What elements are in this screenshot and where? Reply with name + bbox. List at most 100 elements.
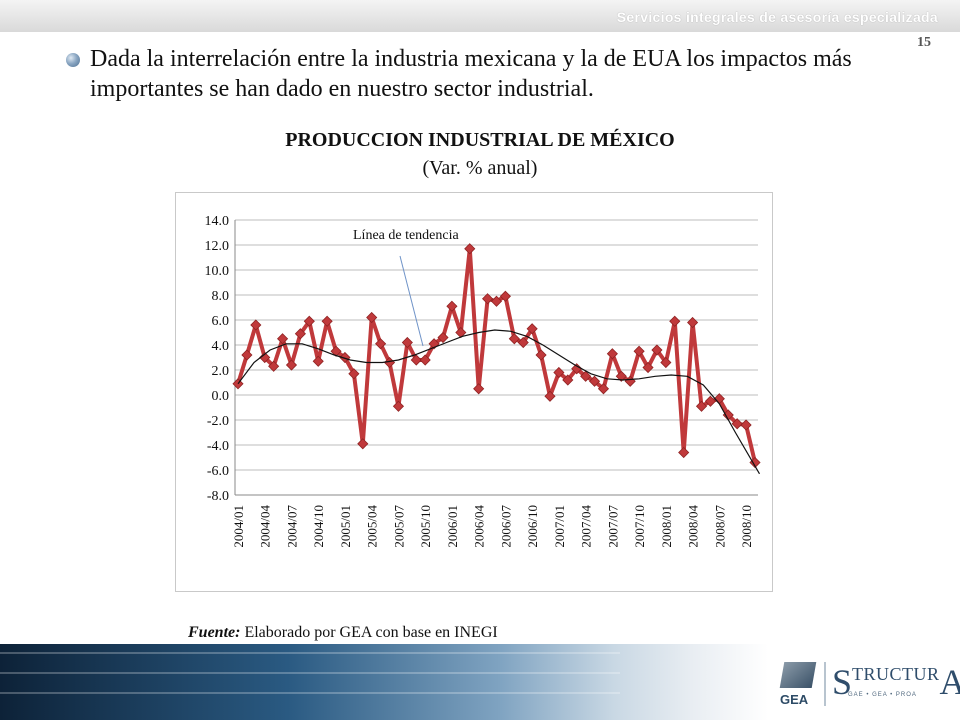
gea-logo: GEA — [778, 660, 818, 708]
structura-logo: STRUCTURA GAE • GEA • PROA — [832, 662, 960, 702]
y-tick-label: -4.0 — [207, 439, 229, 454]
x-tick-label: 2005/04 — [365, 505, 380, 548]
footer-stripe — [0, 672, 620, 674]
x-tick-label: 2006/10 — [525, 505, 540, 548]
data-point — [473, 383, 485, 395]
data-point — [642, 361, 654, 374]
data-point — [499, 290, 511, 302]
data-point — [446, 300, 458, 312]
data-point — [366, 311, 378, 324]
data-point — [588, 375, 601, 387]
data-point — [401, 336, 413, 349]
x-tick-label: 2007/07 — [605, 505, 620, 548]
data-point — [250, 319, 262, 331]
data-point — [357, 438, 369, 450]
bullet-icon — [66, 53, 80, 67]
data-point — [669, 315, 681, 327]
data-point — [375, 338, 387, 350]
data-point — [562, 374, 574, 386]
data-point — [704, 395, 716, 407]
chart-subtitle: (Var. % anual) — [422, 157, 538, 179]
data-point — [615, 370, 627, 382]
trend-line — [237, 329, 761, 475]
x-tick-label: 2008/10 — [739, 505, 754, 548]
top-banner: Servicios integrales de asesoría especia… — [0, 0, 960, 32]
bullet-text: Dada la interrelación entre la industria… — [90, 46, 852, 102]
gea-logo-text: GEA — [780, 692, 809, 707]
x-tick-label: 2007/10 — [632, 505, 647, 548]
x-tick-label: 2007/01 — [552, 505, 567, 548]
data-point — [464, 243, 476, 255]
x-tick-label: 2004/10 — [311, 505, 326, 548]
data-point — [410, 354, 422, 366]
data-point — [633, 345, 645, 357]
page-number: 15 — [917, 35, 931, 50]
data-point — [517, 336, 529, 349]
structura-logo-mid: TRUCTUR — [852, 664, 940, 684]
source-note: Fuente: Elaborado por GEA con base en IN… — [188, 624, 498, 642]
structura-logo-s: S — [832, 662, 853, 702]
y-tick-label: 14.0 — [205, 214, 230, 229]
y-tick-label: -6.0 — [207, 464, 229, 479]
data-point — [606, 348, 618, 360]
data-point — [571, 363, 583, 375]
structura-logo-a: A — [939, 662, 960, 702]
data-point — [526, 323, 538, 335]
gea-logo-mark — [779, 662, 817, 688]
data-point — [731, 418, 743, 430]
x-tick-label: 2008/07 — [712, 505, 727, 548]
footer-stripe — [0, 692, 620, 694]
y-tick-label: 8.0 — [212, 289, 230, 304]
data-point — [508, 333, 520, 345]
data-point — [259, 351, 271, 364]
y-tick-label: 4.0 — [212, 339, 230, 354]
data-point — [348, 368, 360, 380]
data-point — [312, 355, 324, 367]
data-point — [303, 315, 315, 327]
data-point — [330, 345, 342, 357]
data-point — [544, 390, 556, 402]
chart-title: PRODUCCION INDUSTRIAL DE MÉXICO — [285, 129, 675, 151]
data-point — [294, 328, 306, 340]
x-tick-label: 2005/10 — [418, 505, 433, 548]
data-point — [482, 293, 494, 305]
data-point — [678, 446, 690, 459]
x-tick-label: 2005/01 — [338, 505, 353, 548]
y-tick-label: 2.0 — [212, 364, 230, 379]
data-point — [651, 344, 663, 356]
source-text: Elaborado por GEA con base en INEGI — [240, 624, 498, 641]
y-tick-label: -2.0 — [207, 414, 229, 429]
structura-logo-sub: GAE • GEA • PROA — [848, 692, 917, 698]
data-point — [490, 295, 503, 307]
data-point — [285, 359, 298, 371]
data-point — [268, 360, 280, 372]
x-tick-label: 2004/01 — [231, 505, 246, 548]
x-tick-label: 2004/04 — [258, 505, 273, 548]
data-point — [660, 356, 672, 369]
trend-annotation-label: Línea de tendencia — [353, 228, 460, 243]
trend-annotation-leader — [399, 255, 424, 347]
data-point — [321, 315, 333, 327]
x-tick-label: 2005/07 — [391, 505, 406, 548]
x-tick-label: 2006/07 — [498, 505, 513, 548]
data-point — [695, 400, 708, 412]
x-tick-label: 2008/01 — [659, 505, 674, 548]
x-tick-label: 2004/07 — [284, 505, 299, 548]
x-tick-label: 2006/04 — [472, 505, 487, 548]
x-tick-label: 2007/04 — [579, 505, 594, 548]
data-point — [553, 366, 565, 379]
y-tick-label: 6.0 — [212, 314, 230, 329]
data-point — [740, 419, 752, 431]
y-tick-label: 12.0 — [205, 239, 230, 254]
data-point — [277, 333, 289, 345]
industrial-production-chart: 14.0 12.0 10.0 8.0 6.0 4.0 2.0 0.0 -2.0 -4.0 -6.0 -… — [205, 214, 761, 548]
y-tick-label: 10.0 — [205, 264, 230, 279]
data-point — [597, 383, 610, 395]
x-tick-label: 2006/01 — [445, 505, 460, 548]
x-tick-label: 2008/04 — [686, 505, 701, 548]
data-point — [437, 331, 449, 344]
logo-divider — [824, 662, 826, 706]
data-point — [241, 349, 253, 361]
source-label: Fuente: — [188, 624, 241, 641]
data-point — [419, 354, 431, 366]
